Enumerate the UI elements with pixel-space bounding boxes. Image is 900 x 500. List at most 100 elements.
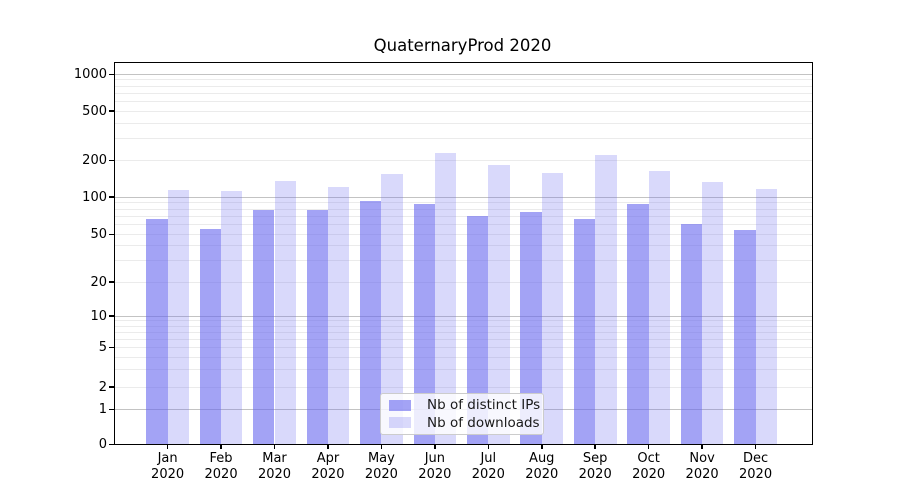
gridline-minor <box>115 79 812 81</box>
x-tick-label-mar: Mar 2020 <box>257 451 292 482</box>
x-tick-mark <box>487 444 490 449</box>
y-tick-mark <box>108 73 114 76</box>
bar-nb-of-distinct-ips-dec <box>734 230 756 445</box>
y-tick-label: 100 <box>82 189 107 205</box>
bar-nb-of-distinct-ips-oct <box>627 203 649 445</box>
gridline-minor <box>115 338 812 340</box>
y-tick-label: 2 <box>98 379 107 395</box>
bar-nb-of-downloads-aug <box>541 173 564 445</box>
x-tick-label-apr: Apr 2020 <box>311 451 345 482</box>
gridline-minor <box>115 122 812 124</box>
x-tick-label-sep: Sep 2020 <box>578 451 612 482</box>
bar-nb-of-downloads-mar <box>274 180 296 445</box>
x-tick-label-jan: Jan 2020 <box>151 451 185 482</box>
y-tick-label: 20 <box>90 274 107 290</box>
gridline-minor <box>115 369 812 371</box>
plot-area: 0 1 2 5 10 20 50 100 200 500 1000 Jan 2020 Feb 2020 Mar… <box>74 62 813 482</box>
gridline-major <box>115 73 812 75</box>
legend-row-downloads: Nb of downloads <box>381 414 543 431</box>
gridline-minor <box>115 331 812 333</box>
y-tick-mark <box>108 233 114 236</box>
x-tick-mark <box>327 444 329 449</box>
bar-nb-of-downloads-may <box>381 173 403 445</box>
bar-nb-of-distinct-ips-may <box>360 200 382 445</box>
gridline-minor <box>115 100 812 102</box>
x-tick-mark <box>273 444 276 449</box>
gridline-major <box>115 315 812 317</box>
x-tick-mark <box>434 444 436 449</box>
bar-nb-of-distinct-ips-aug <box>520 211 542 445</box>
legend-row-distinct-ips: Nb of distinct IPs <box>381 397 543 414</box>
bar-nb-of-downloads-oct <box>648 171 670 445</box>
bar-nb-of-downloads-jun <box>434 152 457 445</box>
x-tick-mark <box>701 444 703 449</box>
bar-nb-of-distinct-ips-feb <box>199 229 222 445</box>
bar-nb-of-downloads-nov <box>702 181 724 445</box>
y-tick-mark <box>108 315 114 317</box>
gridline-minor <box>115 347 812 349</box>
x-tick-label-may: May 2020 <box>364 451 398 482</box>
bar-nb-of-downloads-jul <box>488 165 510 445</box>
bar-nb-of-downloads-feb <box>221 190 243 445</box>
y-tick-label: 200 <box>82 152 107 168</box>
x-tick-mark <box>166 444 169 449</box>
legend-label-distinct-ips: Nb of distinct IPs <box>427 397 541 414</box>
x-tick-label-jun: Jun 2020 <box>418 451 452 482</box>
legend-swatch-distinct-ips <box>389 399 411 411</box>
bar-nb-of-distinct-ips-jul <box>466 216 489 445</box>
x-tick-label-aug: Aug 2020 <box>525 451 559 482</box>
y-tick-mark <box>108 159 114 162</box>
gridline-major <box>115 196 812 198</box>
bar-nb-of-distinct-ips-apr <box>306 210 328 445</box>
gridline-minor <box>115 92 812 94</box>
x-tick-label-jul: Jul 2020 <box>471 451 505 482</box>
gridline-minor <box>115 260 812 262</box>
x-tick-label-dec: Dec 2020 <box>739 451 773 482</box>
gridline-minor <box>115 85 812 87</box>
bar-nb-of-downloads-jan <box>167 190 189 445</box>
y-tick-mark <box>108 281 114 283</box>
legend-label-downloads: Nb of downloads <box>427 414 540 431</box>
gridline-minor <box>115 202 812 204</box>
chart-title: QuaternaryProd 2020 <box>373 36 552 55</box>
gridline-minor <box>115 159 812 161</box>
gridline-minor <box>115 223 812 225</box>
bar-nb-of-distinct-ips-nov <box>680 223 703 445</box>
bar-nb-of-downloads-dec <box>755 189 777 445</box>
bar-nb-of-distinct-ips-jan <box>146 218 168 445</box>
y-tick-label: 5 <box>98 340 107 356</box>
y-tick-mark <box>108 196 114 198</box>
gridline-minor <box>115 245 812 247</box>
bar-nb-of-distinct-ips-jun <box>413 203 435 445</box>
gridline-minor <box>115 320 812 322</box>
y-tick-label: 1000 <box>73 66 107 82</box>
y-tick-label: 10 <box>90 308 107 324</box>
x-tick-mark <box>594 444 596 449</box>
y-tick-mark <box>108 443 114 446</box>
bar-nb-of-distinct-ips-sep <box>573 218 596 445</box>
bar-nb-of-downloads-apr <box>328 186 350 445</box>
gridline-minor <box>115 137 812 139</box>
x-tick-mark <box>380 444 383 449</box>
y-tick-mark <box>108 386 114 388</box>
x-tick-mark <box>754 444 757 449</box>
gridline-minor <box>115 110 812 112</box>
gridline-minor <box>115 208 812 210</box>
legend: Nb of distinct IPs Nb of downloads <box>380 393 544 435</box>
y-tick-mark <box>108 346 114 349</box>
gridline-minor <box>115 215 812 217</box>
gridline-minor <box>115 356 812 358</box>
y-tick-label: 1 <box>98 401 107 417</box>
gridline-minor <box>115 325 812 327</box>
y-tick-mark <box>108 408 114 411</box>
gridline-minor <box>115 386 812 388</box>
y-tick-label: 0 <box>98 436 107 452</box>
gridline-minor <box>115 233 812 235</box>
bar-nb-of-downloads-sep <box>595 154 617 445</box>
bar-nb-of-distinct-ips-mar <box>253 210 275 445</box>
x-tick-mark <box>220 444 222 449</box>
x-tick-label-oct: Oct 2020 <box>632 451 666 482</box>
x-tick-label-feb: Feb 2020 <box>204 451 238 482</box>
y-tick-mark <box>108 110 114 112</box>
